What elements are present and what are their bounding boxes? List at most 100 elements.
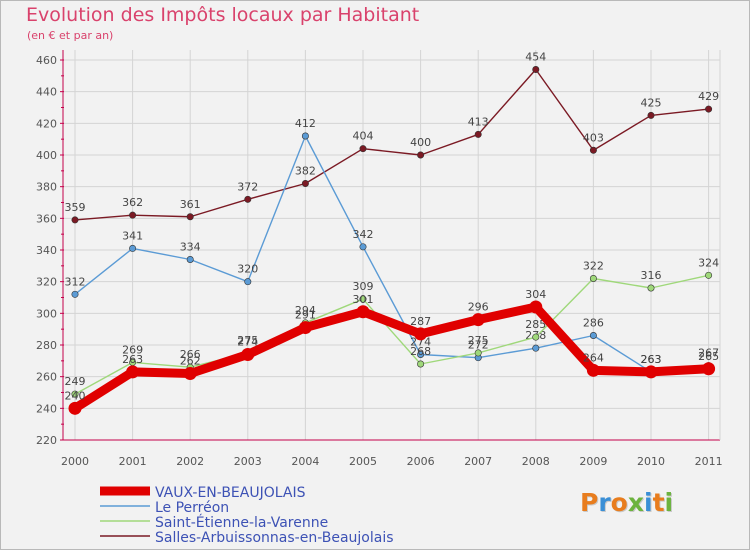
- data-point-3: [702, 362, 716, 376]
- legend-label: VAUX-EN-BEAUJOLAIS: [155, 485, 306, 501]
- data-label-3: 240: [65, 389, 86, 402]
- data-point-1: [244, 278, 252, 286]
- y-tick-label: 220: [36, 434, 57, 447]
- y-tick-label: 400: [36, 149, 57, 162]
- data-point-3: [183, 367, 197, 380]
- x-tick-label: 2001: [119, 455, 147, 468]
- data-point-0: [359, 145, 367, 153]
- data-label-3: 301: [353, 293, 374, 306]
- logo-letter: i: [664, 488, 674, 517]
- data-point-0: [71, 216, 79, 224]
- data-point-0: [647, 111, 655, 119]
- data-label-0: 454: [525, 51, 546, 64]
- y-tick-label: 360: [36, 212, 57, 225]
- data-point-3: [471, 313, 485, 327]
- x-tick-label: 2006: [407, 455, 435, 468]
- y-tick-label: 380: [36, 181, 57, 194]
- y-tick-label: 280: [36, 339, 57, 352]
- data-label-2: 324: [698, 256, 719, 269]
- chart-subtitle: (en € et par an): [27, 29, 114, 42]
- data-point-3: [356, 305, 370, 319]
- x-tick-label: 2005: [349, 455, 377, 468]
- data-label-1: 312: [65, 275, 86, 288]
- data-label-2: 309: [353, 280, 374, 293]
- y-tick-label: 460: [36, 54, 57, 67]
- series-line-2: [74, 274, 710, 395]
- proxiti-logo: Proxiti: [580, 488, 673, 517]
- data-label-0: 400: [410, 136, 431, 149]
- data-label-2: 266: [180, 348, 201, 361]
- data-point-1: [129, 244, 137, 252]
- data-point-0: [417, 151, 425, 159]
- data-point-3: [68, 401, 82, 415]
- data-label-3: 274: [237, 336, 258, 349]
- data-label-0: 362: [122, 196, 143, 209]
- series-line-0: [74, 68, 710, 221]
- data-label-2: 285: [525, 318, 546, 331]
- data-label-2: 316: [641, 269, 662, 282]
- logo-letter: P: [580, 488, 599, 517]
- data-label-2: 275: [468, 334, 489, 347]
- data-point-2: [589, 274, 597, 282]
- data-point-0: [301, 180, 309, 188]
- data-label-1: 272: [468, 339, 489, 352]
- data-point-3: [241, 348, 255, 361]
- data-label-3: 265: [698, 350, 719, 363]
- legend-label: Le Perréon: [155, 500, 229, 516]
- data-label-1: 286: [583, 317, 604, 330]
- series-line-1: [74, 135, 710, 373]
- x-tick-label: 2003: [234, 455, 262, 468]
- data-label-3: 263: [641, 353, 662, 366]
- logo-letter: i: [644, 488, 653, 517]
- data-label-2: 275: [237, 334, 258, 347]
- data-point-3: [298, 321, 312, 335]
- logo-letter: t: [652, 488, 665, 517]
- y-tick-label: 260: [36, 371, 57, 384]
- data-label-3: 304: [525, 288, 546, 301]
- logo-letter: o: [610, 488, 628, 517]
- data-point-2: [647, 284, 655, 292]
- data-point-3: [126, 365, 140, 379]
- data-point-2: [705, 271, 713, 279]
- y-tick-label: 420: [36, 117, 57, 130]
- y-tick-label: 240: [36, 402, 57, 415]
- series-line-3: [70, 302, 714, 413]
- data-label-1: 334: [180, 241, 201, 254]
- data-label-0: 359: [65, 201, 86, 214]
- data-label-1: 412: [295, 117, 316, 130]
- data-label-0: 361: [180, 198, 201, 211]
- data-label-0: 404: [353, 130, 374, 143]
- data-label-3: 291: [295, 309, 316, 322]
- logo-letter: x: [627, 488, 644, 517]
- data-label-1: 267: [698, 347, 719, 360]
- data-label-0: 382: [295, 165, 316, 178]
- data-label-0: 372: [237, 180, 258, 193]
- y-tick-label: 300: [36, 307, 57, 320]
- y-tick-label: 340: [36, 244, 57, 257]
- data-point-1: [532, 344, 540, 352]
- legend-label: Saint-Étienne-la-Varenne: [155, 514, 328, 531]
- chart-title: Evolution des Impôts locaux par Habitant: [26, 4, 420, 26]
- x-tick-label: 2010: [637, 455, 665, 468]
- x-tick-label: 2009: [579, 455, 607, 468]
- x-tick-label: 2007: [464, 455, 492, 468]
- x-tick-label: 2002: [176, 455, 204, 468]
- logo-letter: r: [598, 488, 611, 517]
- x-tick-label: 2000: [61, 455, 89, 468]
- data-point-1: [301, 132, 309, 140]
- data-label-2: 322: [583, 260, 604, 273]
- data-label-3: 287: [410, 315, 431, 328]
- data-point-1: [186, 255, 194, 263]
- data-point-0: [474, 130, 482, 138]
- data-label-2: 269: [122, 343, 143, 356]
- data-label-1: 342: [353, 228, 374, 241]
- data-label-0: 403: [583, 131, 604, 144]
- data-point-2: [71, 390, 79, 398]
- data-point-2: [474, 349, 482, 357]
- legend-label: Salles-Arbuissonnas-en-Beaujolais: [155, 530, 394, 546]
- data-point-1: [71, 290, 79, 298]
- data-point-0: [589, 146, 597, 154]
- y-tick-label: 440: [36, 86, 57, 99]
- data-label-3: 263: [122, 353, 143, 366]
